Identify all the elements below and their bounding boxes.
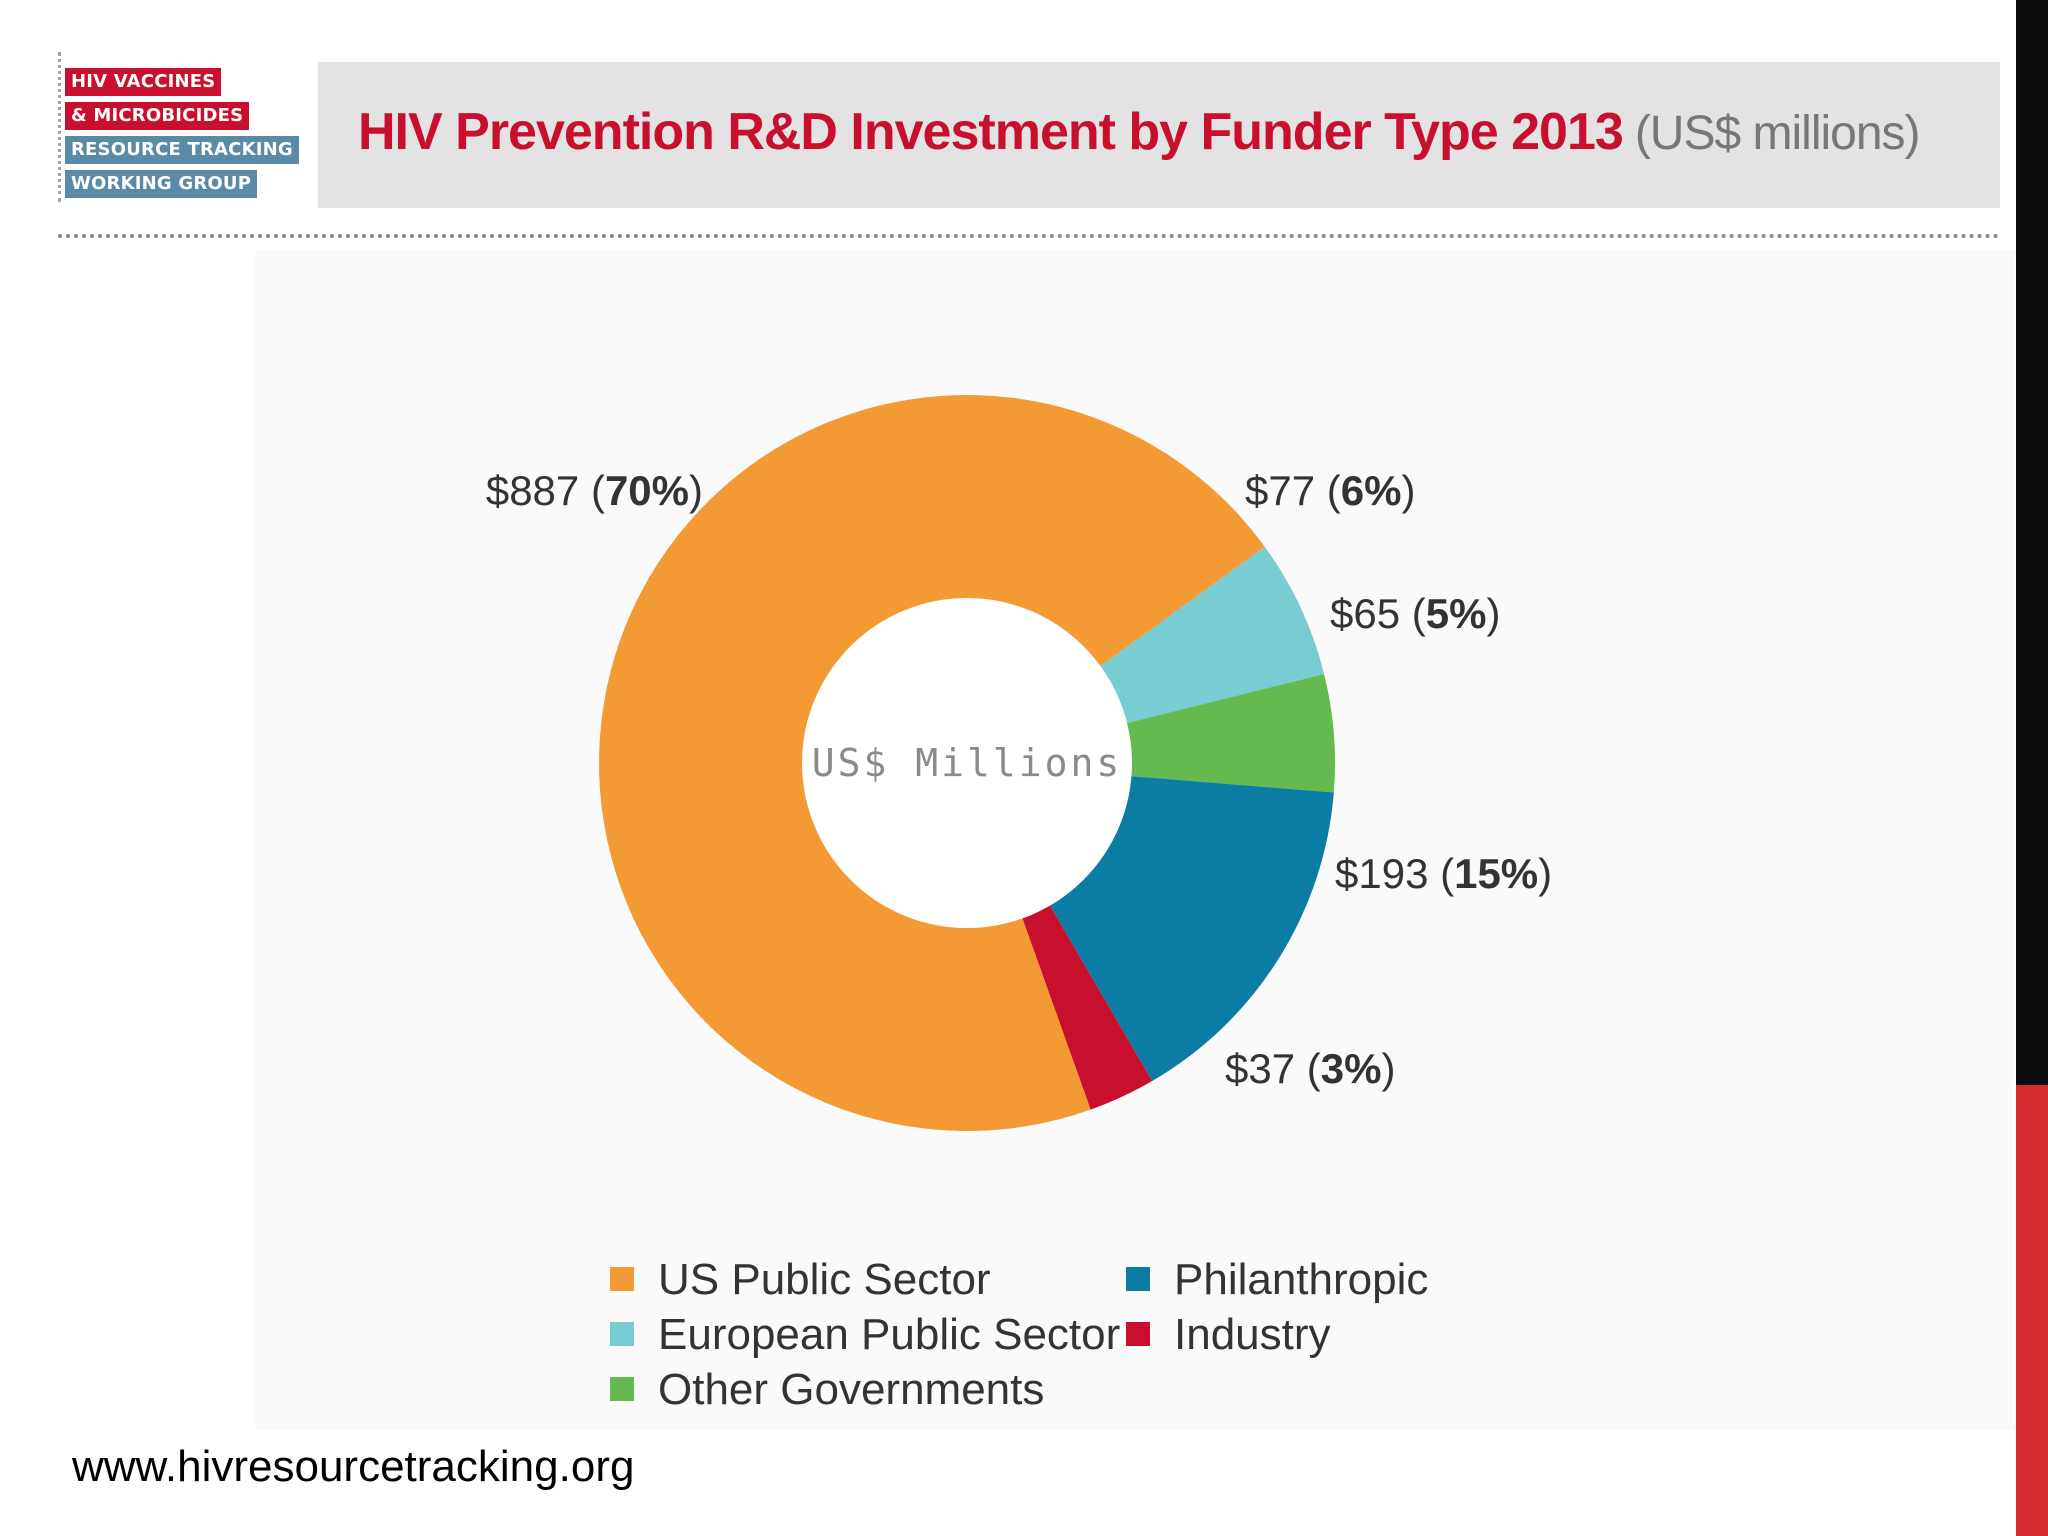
data-label-other-governments: $65 (5%) <box>1330 590 1500 637</box>
logo-line-1: HIV VACCINES <box>65 68 222 96</box>
legend-swatch <box>610 1322 634 1346</box>
footer-url: www.hivresourcetracking.org <box>72 1442 635 1491</box>
title-text: HIV Prevention R&D Investment by Funder … <box>358 103 1624 161</box>
right-edge-strip <box>2016 0 2048 1536</box>
data-label-philanthropic: $193 (15%) <box>1335 850 1552 897</box>
legend-swatch <box>1126 1322 1150 1346</box>
legend-swatch <box>610 1377 634 1401</box>
slice-labels: $77 (6%) $65 (5%) $193 (15%) $37 (3%) $887 (… <box>486 467 1552 1092</box>
donut-chart: US$ Millions $77 (6%)$65 (5%)$193 (15%)$… <box>486 395 1552 1131</box>
legend-label: European Public Sector <box>658 1310 1121 1359</box>
logo-line-4: WORKING GROUP <box>65 170 258 198</box>
logo-line-2: & MICROBICIDES <box>65 102 250 130</box>
legend-label: Industry <box>1174 1310 1331 1359</box>
right-edge-accent <box>2016 1085 2048 1536</box>
data-label-european-public-sector: $77 (6%) <box>1245 467 1415 514</box>
legend-label: Philanthropic <box>1174 1255 1429 1304</box>
donut-hole <box>802 598 1132 928</box>
center-label: US$ Millions <box>812 741 1123 785</box>
dotted-divider <box>58 234 2000 238</box>
legend-label: US Public Sector <box>658 1255 991 1304</box>
data-label-us-public-sector: $887 (70%) <box>486 467 703 514</box>
page-title: HIV Prevention R&D Investment by Funder … <box>358 102 1921 162</box>
title-bar: HIV Prevention R&D Investment by Funder … <box>318 62 2000 208</box>
data-label-industry: $37 (3%) <box>1225 1045 1395 1092</box>
hiv-vaccines-logo: HIV VACCINES & MICROBICIDES RESOURCE TRA… <box>58 52 301 202</box>
legend-swatch <box>1126 1267 1150 1291</box>
logo-line-3: RESOURCE TRACKING <box>65 136 299 164</box>
title-unit: (US$ millions) <box>1634 107 1921 160</box>
legend-swatch <box>610 1267 634 1291</box>
legend-label: Other Governments <box>658 1365 1045 1414</box>
